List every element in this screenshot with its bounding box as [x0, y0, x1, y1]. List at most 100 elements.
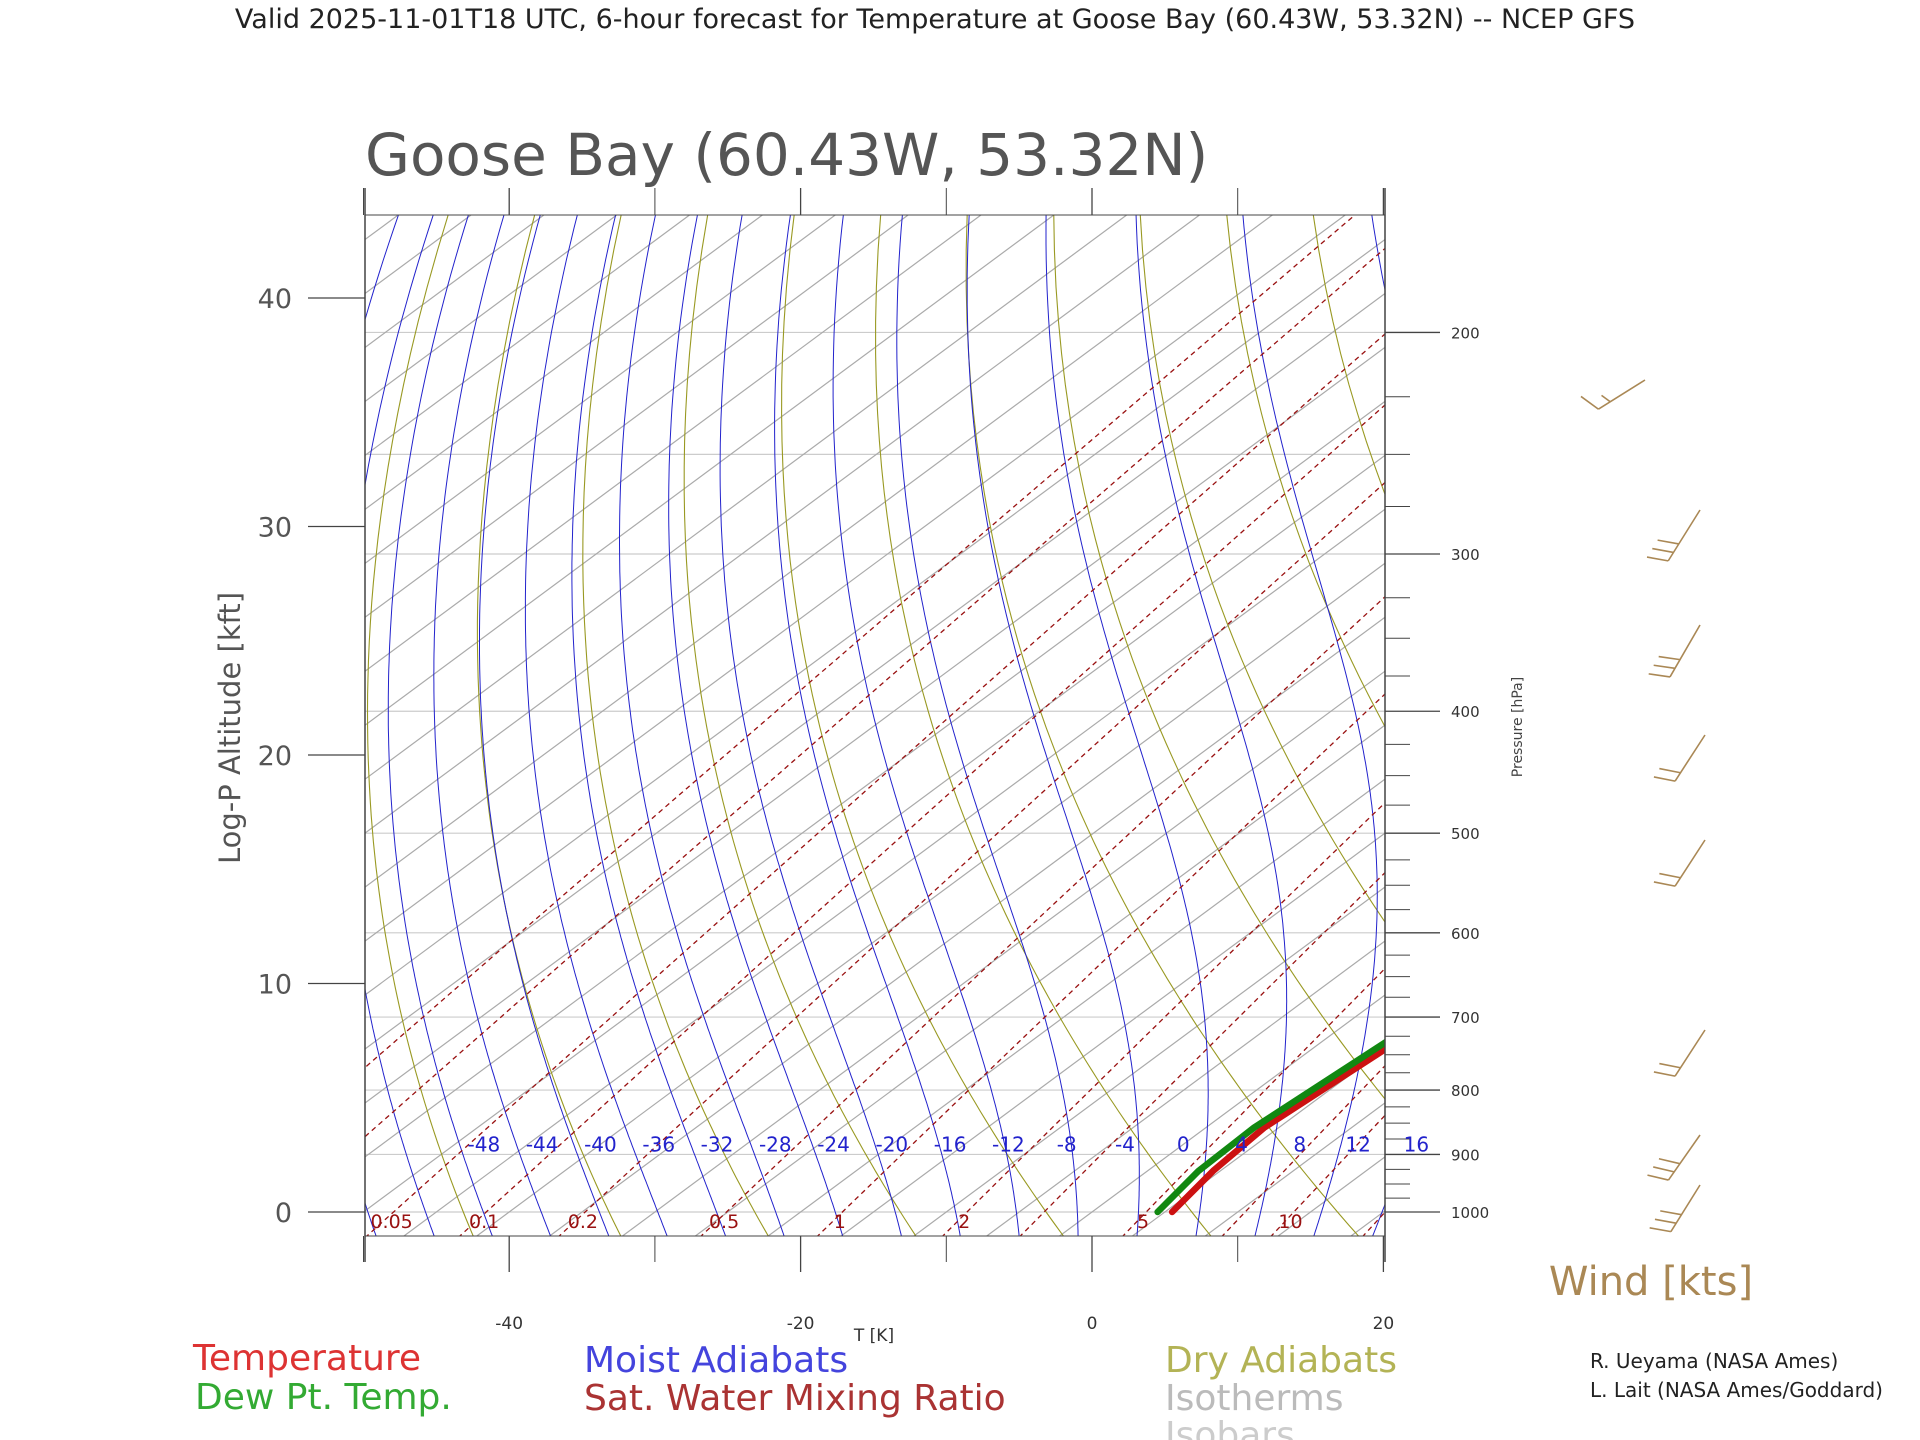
dry-adiabat	[1729, 168, 1920, 1244]
dry-adiabat	[1898, 168, 1920, 1244]
legend-dewpoint: Dew Pt. Temp.	[195, 1377, 452, 1418]
y-tick-label: 40	[258, 284, 292, 315]
isotherm-line	[365, 215, 618, 403]
dry-adiabat	[1476, 168, 1920, 1244]
wind-barb-feather	[1601, 394, 1611, 403]
y2-axis-label: Pressure [hPa]	[1510, 677, 1526, 777]
wind-barb-feather	[1659, 1062, 1681, 1069]
wind-barb	[1580, 379, 1646, 410]
isotherm-line	[365, 215, 690, 457]
wind-barb-feather	[1653, 776, 1676, 782]
isotherm-line	[365, 215, 909, 619]
mixing-ratio-line	[700, 595, 1385, 1236]
isotherm-line	[365, 215, 545, 349]
isotherm-line	[365, 215, 1346, 942]
legend-mixing-ratio: Sat. Water Mixing Ratio	[584, 1378, 1006, 1419]
isotherm-line	[365, 215, 763, 511]
mixing-ratio-line	[558, 481, 1385, 1236]
isotherm-label: -44	[526, 1132, 559, 1156]
mixing-ratio-line	[365, 333, 1385, 1236]
moist-adiabat	[832, 215, 1020, 1236]
mixing-ratio-label: 5	[1137, 1211, 1149, 1233]
dry-adiabat	[1645, 168, 1920, 1244]
dry-adiabat	[476, 215, 622, 1236]
isotherm-label: -32	[701, 1132, 734, 1156]
isotherm-line	[365, 215, 1273, 888]
mixing-ratio-label: 1	[834, 1211, 846, 1233]
dry-adiabat	[582, 215, 769, 1236]
isotherm-line	[365, 215, 1128, 780]
wind-barb	[1648, 624, 1701, 678]
isotherm-label: -12	[992, 1132, 1025, 1156]
moist-adiabat	[1045, 215, 1209, 1236]
mixing-ratio-line	[458, 404, 1385, 1236]
mixing-ratio-line	[365, 247, 1385, 1138]
wind-barb-feather	[1658, 655, 1681, 661]
mixing-ratio-line	[1696, 168, 1920, 1244]
wind-barb-feather	[1646, 556, 1669, 562]
isotherm-label: -20	[875, 1132, 908, 1156]
wind-barb	[1647, 1134, 1701, 1181]
moist-adiabat	[479, 215, 610, 1236]
dry-adiabat	[781, 215, 1065, 1236]
legend-isotherms: Isotherms	[1165, 1378, 1343, 1419]
dry-adiabat	[1053, 215, 1385, 1100]
wind-barb	[1653, 1029, 1706, 1077]
isotherm-line	[913, 886, 1385, 1236]
chart-grid	[253, 138, 1920, 1244]
mixing-ratio-label: 10	[1278, 1211, 1302, 1233]
mixing-ratio-label: 2	[958, 1211, 970, 1233]
pressure-tick-label: 800	[1451, 1082, 1480, 1100]
pressure-tick-label: 200	[1451, 324, 1480, 342]
wind-barb-shaft	[1674, 1029, 1706, 1077]
dry-adiabat	[965, 215, 1360, 1236]
moist-adiabat	[1486, 138, 1757, 1244]
pressure-tick-label: 400	[1451, 703, 1480, 721]
y-axis-label: Log-P Altitude [kft]	[213, 592, 247, 864]
isotherm-line	[622, 670, 1385, 1236]
credit-line: L. Lait (NASA Ames/Goddard)	[1590, 1378, 1883, 1402]
isotherm-line	[1350, 1210, 1385, 1236]
isotherm-line	[365, 215, 982, 673]
moist-adiabat	[668, 215, 844, 1236]
moist-adiabat	[524, 215, 668, 1236]
wind-barb-feather	[1653, 1071, 1676, 1077]
moist-adiabat	[1135, 215, 1288, 1236]
isotherm-line	[1059, 994, 1385, 1236]
legend-isobars: Isobars	[1165, 1415, 1295, 1440]
wind-barb-feather	[1653, 664, 1676, 670]
wind-barb-feather	[1657, 539, 1679, 545]
pressure-tick-label: 900	[1451, 1146, 1480, 1164]
isotherm-line	[767, 778, 1385, 1236]
wind-barb-feather	[1660, 1210, 1682, 1216]
isotherm-line	[549, 616, 1385, 1236]
wind-barb-feather	[1654, 1218, 1677, 1224]
mixing-ratio-line	[365, 215, 1356, 1069]
isotherm-label: -24	[817, 1132, 850, 1156]
moist-adiabat	[774, 215, 961, 1236]
moist-adiabat	[365, 215, 399, 1236]
isotherm-line	[1497, 215, 1920, 1236]
wind-barb-feather	[1647, 1174, 1669, 1181]
wind-barb-shaft	[1597, 379, 1646, 410]
mixing-ratio-label: 0.1	[469, 1211, 499, 1233]
isotherm-label: 0	[1177, 1132, 1190, 1156]
dry-adiabat	[875, 215, 1212, 1236]
chart-axes	[364, 188, 1386, 1262]
mixing-ratio-line	[1270, 1114, 1385, 1236]
wind-label: Wind [kts]	[1549, 1259, 1753, 1305]
isotherm-line	[840, 832, 1385, 1236]
credit-line: R. Ueyama (NASA Ames)	[1590, 1349, 1838, 1373]
isotherm-label: -28	[759, 1132, 792, 1156]
moist-adiabat	[433, 215, 552, 1236]
dry-adiabat	[1139, 215, 1385, 923]
wind-barbs	[1580, 379, 1706, 1233]
dry-adiabat	[1312, 215, 1385, 496]
dry-adiabat	[253, 168, 379, 1244]
pressure-tick-label: 1000	[1451, 1204, 1489, 1222]
moist-adiabat	[896, 215, 1079, 1236]
isotherm-line	[1424, 215, 1920, 1236]
x-tick-label: -40	[495, 1314, 523, 1334]
chart-title: Goose Bay (60.43W, 53.32N)	[365, 121, 1208, 189]
